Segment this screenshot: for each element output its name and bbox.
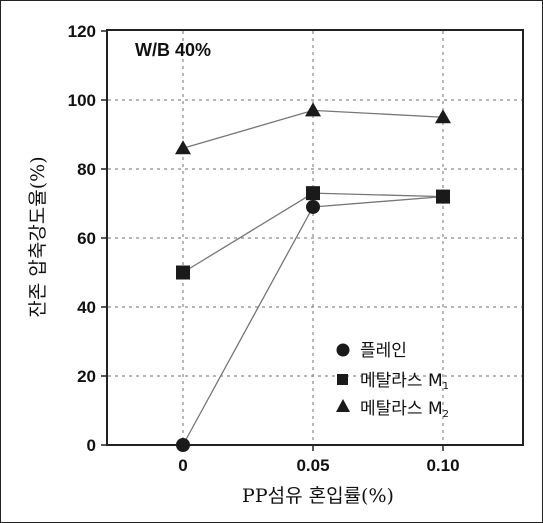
legend-label-2-subscript: 2 <box>443 409 449 420</box>
data-point-triangle <box>435 109 451 124</box>
x-axis-title: PP섬유 혼입률(%) <box>242 485 394 507</box>
data-point-square <box>306 186 320 201</box>
y-tick-label: 20 <box>77 367 96 386</box>
data-point-triangle <box>305 102 321 117</box>
x-tick-label: 0.10 <box>426 456 459 475</box>
legend-marker-square <box>337 374 348 385</box>
y-tick-label: 0 <box>87 436 96 455</box>
legend-label-2-name: 메탈라스 M <box>360 399 443 419</box>
data-point-square <box>436 189 450 204</box>
y-tick-label: 40 <box>77 298 96 317</box>
legend-item-2: 메탈라스 M2 <box>336 399 449 420</box>
legend-label-1-subscript: 1 <box>443 381 449 392</box>
legend-marker-circle <box>336 343 350 357</box>
legend-item-0: 플레인 <box>336 341 407 361</box>
legend-label-1: 메탈라스 M1 <box>360 371 449 392</box>
data-point-square <box>176 265 190 280</box>
data-point-triangle <box>175 140 191 155</box>
x-tick-label: 0 <box>178 456 187 475</box>
y-tick-label: 80 <box>77 160 96 179</box>
data-point-circle <box>176 438 190 452</box>
y-tick-label: 120 <box>68 22 96 41</box>
y-axis-title: 잔존 압축강도율(%) <box>27 156 49 317</box>
data-markers <box>175 102 451 452</box>
x-tick-label: 0.05 <box>296 456 329 475</box>
y-tick-label: 60 <box>77 229 96 248</box>
legend-marker-triangle <box>336 399 350 412</box>
chart-annotation: W/B 40% <box>135 40 211 60</box>
data-point-circle <box>306 199 320 214</box>
legend-label-1-name: 메탈라스 M <box>360 371 443 391</box>
legend-label-0: 플레인 <box>360 341 407 361</box>
legend-label-2: 메탈라스 M2 <box>360 399 449 420</box>
gridlines <box>108 31 522 444</box>
y-axis-ticks: 0 20 40 60 80 100 120 <box>68 22 107 455</box>
x-axis-ticks: 0 0.05 0.10 <box>178 445 460 475</box>
y-tick-label: 100 <box>68 91 96 110</box>
legend-item-1: 메탈라스 M1 <box>337 371 449 392</box>
legend: 플레인 메탈라스 M1 메탈라스 M2 <box>336 341 449 420</box>
